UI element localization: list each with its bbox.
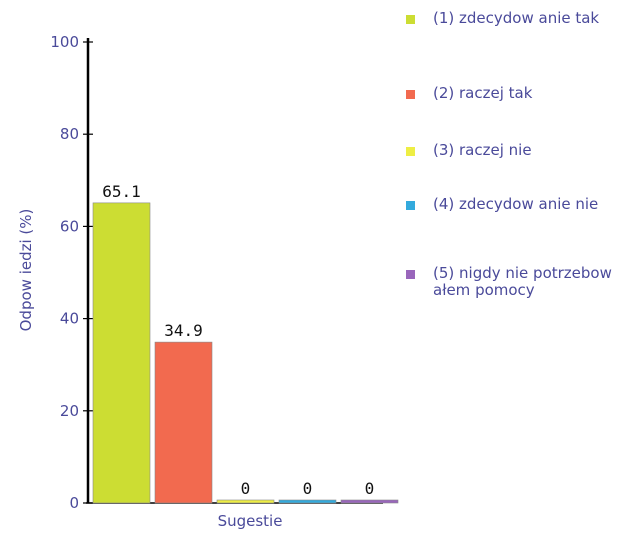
legend-item: (3) raczej nie [405,142,532,159]
legend-label: (4) zdecydow anie nie [433,195,599,213]
legend-swatch [406,201,415,210]
legend-swatch [406,15,415,24]
bar [154,341,213,504]
bar-value-label: 0 [365,479,375,498]
bar-value-label: 34.9 [164,321,203,340]
bar [216,499,275,504]
bar-value-label: 65.1 [102,182,141,201]
bar [340,499,399,504]
legend-label: (3) raczej nie [433,141,532,159]
legend-item: (2) raczej tak [405,85,532,102]
legend-label: (2) raczej tak [433,84,533,102]
y-tick-label: 0 [69,494,79,512]
legend-label: (5) nigdy nie potrzebow ałem pomocy [433,264,612,299]
y-axis-title: Odpow iedzi (%) [17,209,35,332]
bar-value-label: 0 [241,479,251,498]
y-tick-label: 60 [60,217,79,235]
legend-swatch [406,270,415,279]
bar-value-label: 0 [303,479,313,498]
y-tick-label: 20 [60,402,79,420]
y-tick-label: 80 [60,125,79,143]
x-axis-title: Sugestie [218,512,283,530]
legend-swatch [406,147,415,156]
legend-label: (1) zdecydow anie tak [433,9,600,27]
legend-swatch [406,90,415,99]
bar [278,499,337,504]
bar [92,202,151,504]
legend-item: (4) zdecydow anie nie [405,196,598,213]
legend-item: (1) zdecydow anie tak [405,10,599,27]
bar-chart: 0 20 40 60 80 100 65.1 34.9 0 0 0 Odpow iedzi (%)… [17,33,399,530]
y-tick-label: 100 [50,33,79,51]
legend-item: (5) nigdy nie potrzebow ałem pomocy [405,265,615,299]
y-tick-label: 40 [60,310,79,328]
